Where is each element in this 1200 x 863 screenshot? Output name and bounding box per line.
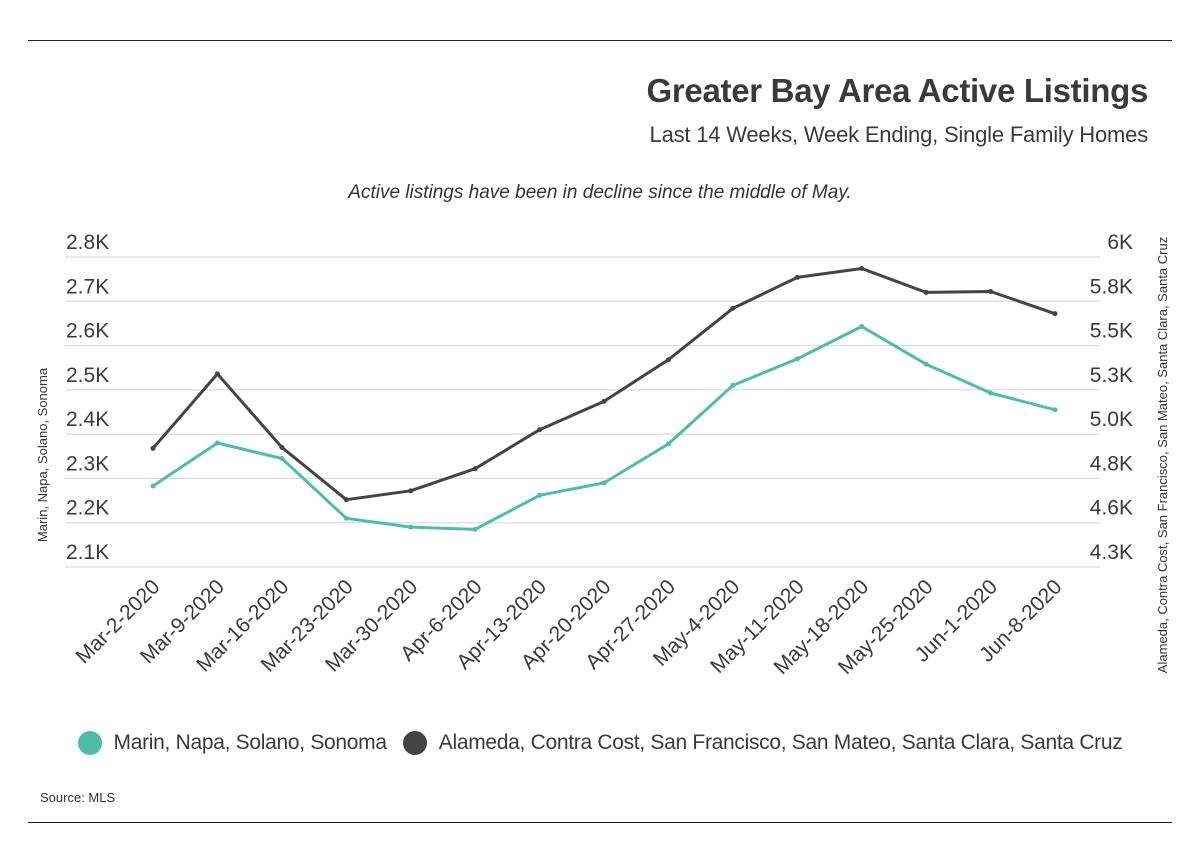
grid-lines — [65, 256, 1100, 568]
left-tick-label: 2.2K — [66, 497, 109, 520]
data-point-0 — [279, 456, 285, 461]
legend-label-core-bay: Alameda, Contra Cost, San Francisco, San… — [438, 731, 1123, 754]
left-tick-label: 2.6K — [66, 320, 109, 343]
left-axis-ticks: 2.1K 2.2K 2.3K 2.4K 2.5K 2.6K 2.7K 2.8K — [66, 231, 109, 564]
source-note: Source: MLS — [40, 790, 116, 805]
right-axis-ticks: 4.3K 4.6K 4.8K 5.0K 5.3K 5.5K 5.8K 6K — [1090, 231, 1133, 564]
data-point-1 — [472, 466, 478, 472]
data-point-1 — [537, 427, 543, 433]
data-point-0 — [601, 480, 607, 486]
right-tick-label: 5.3K — [1090, 364, 1133, 387]
data-point-0 — [988, 390, 994, 396]
right-tick-label: 5.0K — [1090, 408, 1133, 431]
data-point-1 — [923, 289, 929, 295]
data-point-1 — [279, 444, 285, 450]
data-point-0 — [923, 361, 929, 367]
data-point-1 — [214, 371, 220, 377]
series-line-0 — [151, 325, 1057, 531]
data-point-0 — [472, 526, 478, 532]
left-tick-label: 2.7K — [66, 275, 109, 298]
legend-label-north-bay: Marin, Napa, Solano, Sonoma — [113, 731, 388, 754]
data-point-1 — [601, 398, 607, 404]
legend-item-core-bay[interactable]: Alameda, Contra Cost, San Francisco, San… — [402, 731, 1123, 755]
right-tick-label: 5.5K — [1090, 320, 1133, 343]
left-tick-label: 2.4K — [66, 408, 109, 431]
series-lines — [150, 266, 1058, 532]
bottom-rule — [28, 822, 1172, 823]
right-tick-label: 4.6K — [1090, 497, 1133, 520]
left-tick-label: 2.5K — [66, 364, 109, 387]
data-point-1 — [1052, 311, 1058, 317]
chart-legend: Marin, Napa, Solano, Sonoma Alameda, Con… — [0, 731, 1200, 755]
right-tick-label: 6K — [1107, 231, 1133, 254]
data-point-0 — [1052, 407, 1058, 413]
right-tick-label: 4.3K — [1090, 541, 1133, 564]
right-tick-label: 5.8K — [1090, 275, 1133, 298]
left-tick-label: 2.1K — [66, 541, 109, 564]
data-point-1 — [408, 488, 414, 494]
data-point-0 — [537, 492, 543, 498]
left-tick-label: 2.8K — [66, 231, 109, 254]
data-point-1 — [665, 357, 671, 363]
right-axis-label: Alameda, Contra Cost, San Francisco, San… — [1155, 237, 1170, 673]
legend-marker-north-bay — [77, 731, 102, 755]
chart-title: Greater Bay Area Active Listings — [646, 72, 1149, 109]
data-point-0 — [859, 324, 865, 330]
data-point-0 — [408, 524, 414, 530]
line-chart: 2.1K 2.2K 2.3K 2.4K 2.5K 2.6K 2.7K 2.8K 4.3K 4.6… — [35, 231, 1170, 679]
left-axis-label: Marin, Napa, Solano, Sonoma — [35, 367, 50, 542]
data-point-0 — [150, 483, 156, 489]
left-tick-label: 2.3K — [66, 452, 109, 475]
top-rule — [28, 40, 1172, 41]
data-point-1 — [150, 445, 156, 451]
data-point-1 — [859, 266, 865, 272]
data-point-1 — [988, 289, 994, 295]
chart-annotation: Active listings have been in decline sin… — [348, 182, 852, 203]
chart-subtitle: Last 14 Weeks, Week Ending, Single Famil… — [649, 122, 1149, 147]
data-point-0 — [794, 356, 800, 362]
right-tick-label: 4.8K — [1090, 452, 1133, 475]
data-point-0 — [343, 515, 349, 521]
legend-marker-core-bay — [402, 731, 427, 755]
data-point-1 — [343, 497, 349, 503]
x-axis-ticks: Mar-2-2020Mar-9-2020Mar-16-2020Mar-23-20… — [72, 575, 1067, 679]
data-point-1 — [730, 305, 736, 311]
data-point-1 — [794, 274, 800, 280]
data-point-0 — [214, 440, 220, 446]
data-point-0 — [730, 382, 736, 388]
legend-item-north-bay[interactable]: Marin, Napa, Solano, Sonoma — [77, 731, 388, 755]
data-point-0 — [665, 441, 671, 447]
